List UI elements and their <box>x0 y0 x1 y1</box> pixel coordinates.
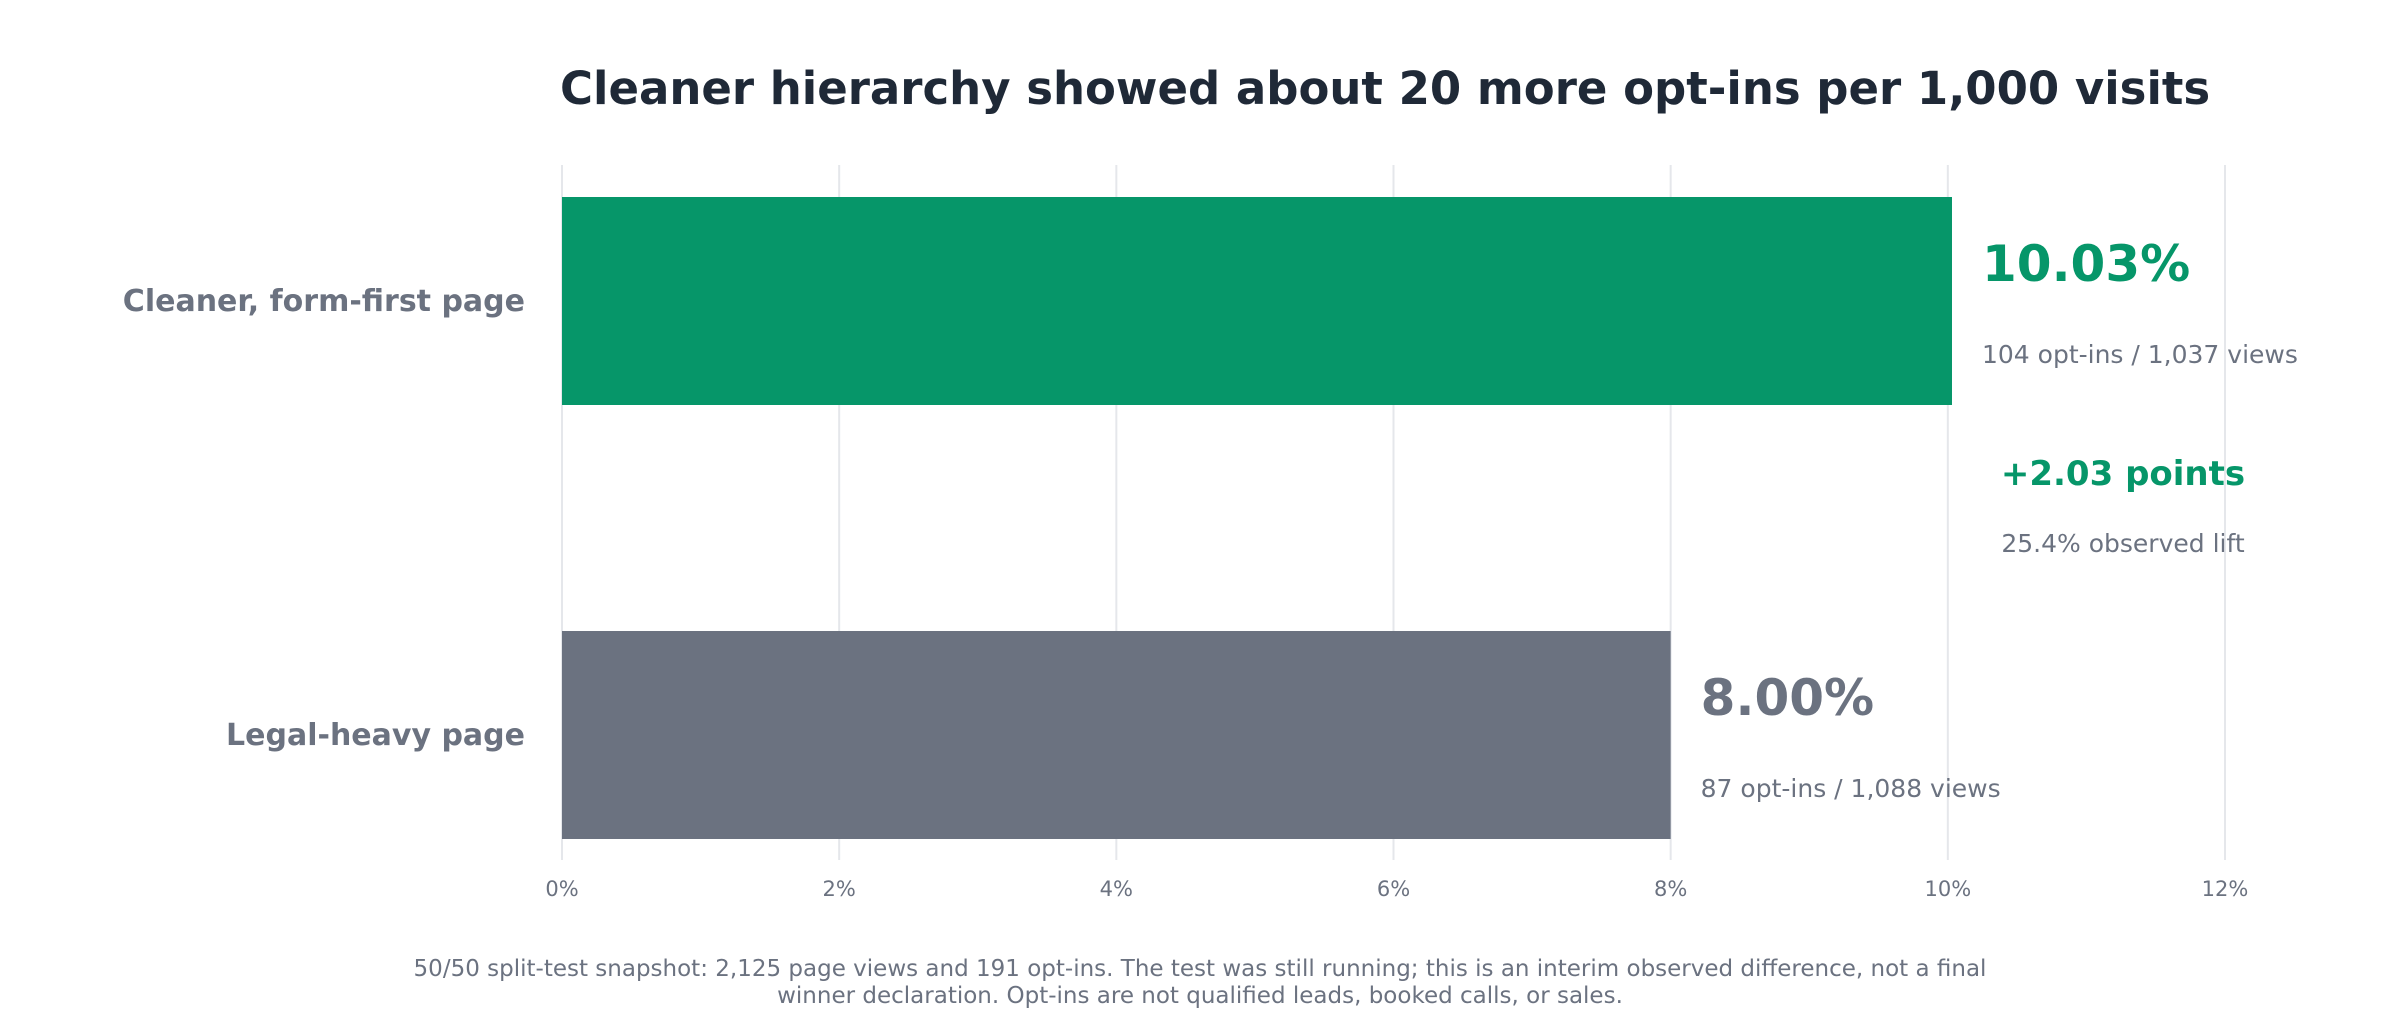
lift-detail: 25.4% observed lift <box>2001 529 2244 558</box>
bar-chart: Cleaner, form-first page 10.03% 104 opt-in… <box>123 165 2298 901</box>
x-tick-label: 8% <box>1654 877 1687 901</box>
bar-detail-label: 87 opt-ins / 1,088 views <box>1701 774 2001 803</box>
bar-value-label: 10.03% <box>1982 235 2190 293</box>
bar-detail-label: 104 opt-ins / 1,037 views <box>1982 340 2298 369</box>
category-label: Legal-heavy page <box>226 718 525 753</box>
footnote: 50/50 split-test snapshot: 2,125 page vi… <box>300 956 2100 1010</box>
bar-1 <box>562 631 1671 839</box>
x-tick-label: 10% <box>1924 877 1971 901</box>
bars <box>562 197 1952 839</box>
chart-title: Cleaner hierarchy showed about 20 more o… <box>560 62 2211 115</box>
x-tick-label: 6% <box>1377 877 1410 901</box>
x-tick-label: 2% <box>823 877 856 901</box>
x-tick-label: 0% <box>545 877 578 901</box>
lift-annotation: +2.03 points 25.4% observed lift <box>2001 454 2245 558</box>
category-label: Cleaner, form-first page <box>123 284 525 319</box>
bar-0 <box>562 197 1952 405</box>
bar-value-label: 8.00% <box>1701 669 1874 727</box>
footnote-line-2: winner declaration. Opt-ins are not qual… <box>777 983 1623 1009</box>
bar-labels: Cleaner, form-first page 10.03% 104 opt-in… <box>123 235 2298 803</box>
x-tick-label: 4% <box>1100 877 1133 901</box>
footnote-line-1: 50/50 split-test snapshot: 2,125 page vi… <box>413 956 1987 982</box>
x-tick-label: 12% <box>2202 877 2249 901</box>
x-axis-ticks: 0% 2% 4% 6% 8% 10% 12% <box>545 877 2248 901</box>
lift-headline: +2.03 points <box>2001 454 2245 494</box>
